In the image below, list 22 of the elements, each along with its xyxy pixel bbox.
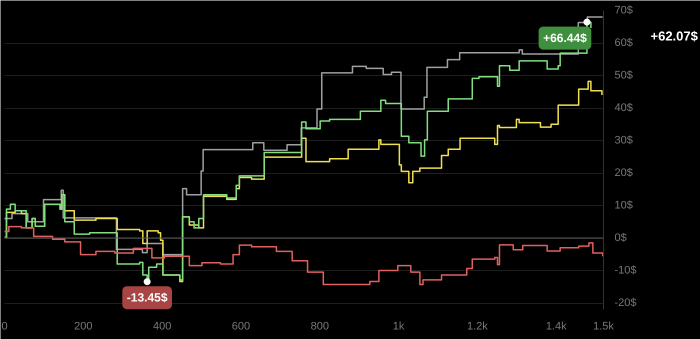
y-tick-label: 10$ bbox=[614, 200, 633, 212]
y-tick-label: 40$ bbox=[614, 102, 633, 114]
x-tick-label: 600 bbox=[232, 320, 250, 332]
y-tick-label: -10$ bbox=[614, 264, 637, 276]
x-tick-label: 1.4k bbox=[546, 320, 568, 332]
x-tick-label: 800 bbox=[310, 320, 329, 332]
annotation: +66.44$ bbox=[543, 31, 588, 46]
y-tick-label: 0$ bbox=[614, 232, 627, 244]
x-tick-label: 0 bbox=[1, 320, 8, 332]
x-tick-label: 1.2k bbox=[467, 320, 488, 332]
y-tick-label: 20$ bbox=[614, 167, 633, 179]
y-tick-label: 60$ bbox=[614, 37, 633, 49]
x-tick-label: 1k bbox=[392, 320, 405, 332]
annotation: -13.45$ bbox=[126, 290, 168, 305]
x-tick-label: 400 bbox=[152, 320, 172, 332]
y-tick-label: -20$ bbox=[614, 297, 637, 309]
y-tick-label: 50$ bbox=[614, 70, 633, 82]
x-tick-label: 200 bbox=[74, 320, 92, 332]
x-tick-label: 1.5k bbox=[593, 320, 614, 332]
text: +62.07$ bbox=[650, 28, 699, 44]
y-tick-label: 30$ bbox=[614, 134, 633, 146]
y-tick-label: 70$ bbox=[614, 4, 633, 16]
